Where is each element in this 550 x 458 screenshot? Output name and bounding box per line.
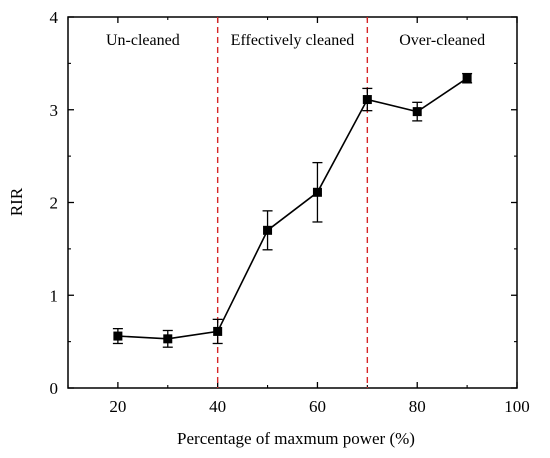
y-tick-label: 2 [50,194,59,213]
y-tick-label: 0 [50,379,59,398]
x-tick-label: 20 [109,397,126,416]
data-point [163,334,173,344]
data-point [213,326,223,336]
data-point [263,225,273,235]
x-tick-label: 60 [309,397,326,416]
y-axis-title: RIR [7,187,26,216]
data-point [362,95,372,105]
x-tick-label: 40 [209,397,226,416]
x-tick-label: 80 [409,397,426,416]
data-point [412,107,422,117]
data-point [462,73,472,83]
y-tick-label: 1 [50,286,59,305]
region-label: Effectively cleaned [231,32,355,49]
data-point [113,331,123,341]
region-label: Un-cleaned [106,32,180,49]
y-tick-label: 3 [50,101,59,120]
y-tick-label: 4 [50,8,59,27]
series-line [117,77,468,340]
x-axis-title: Percentage of maxmum power (%) [177,429,415,448]
plot-frame [67,16,518,389]
data-point [312,187,322,197]
region-label: Over-cleaned [399,32,485,49]
x-tick-label: 100 [504,397,530,416]
